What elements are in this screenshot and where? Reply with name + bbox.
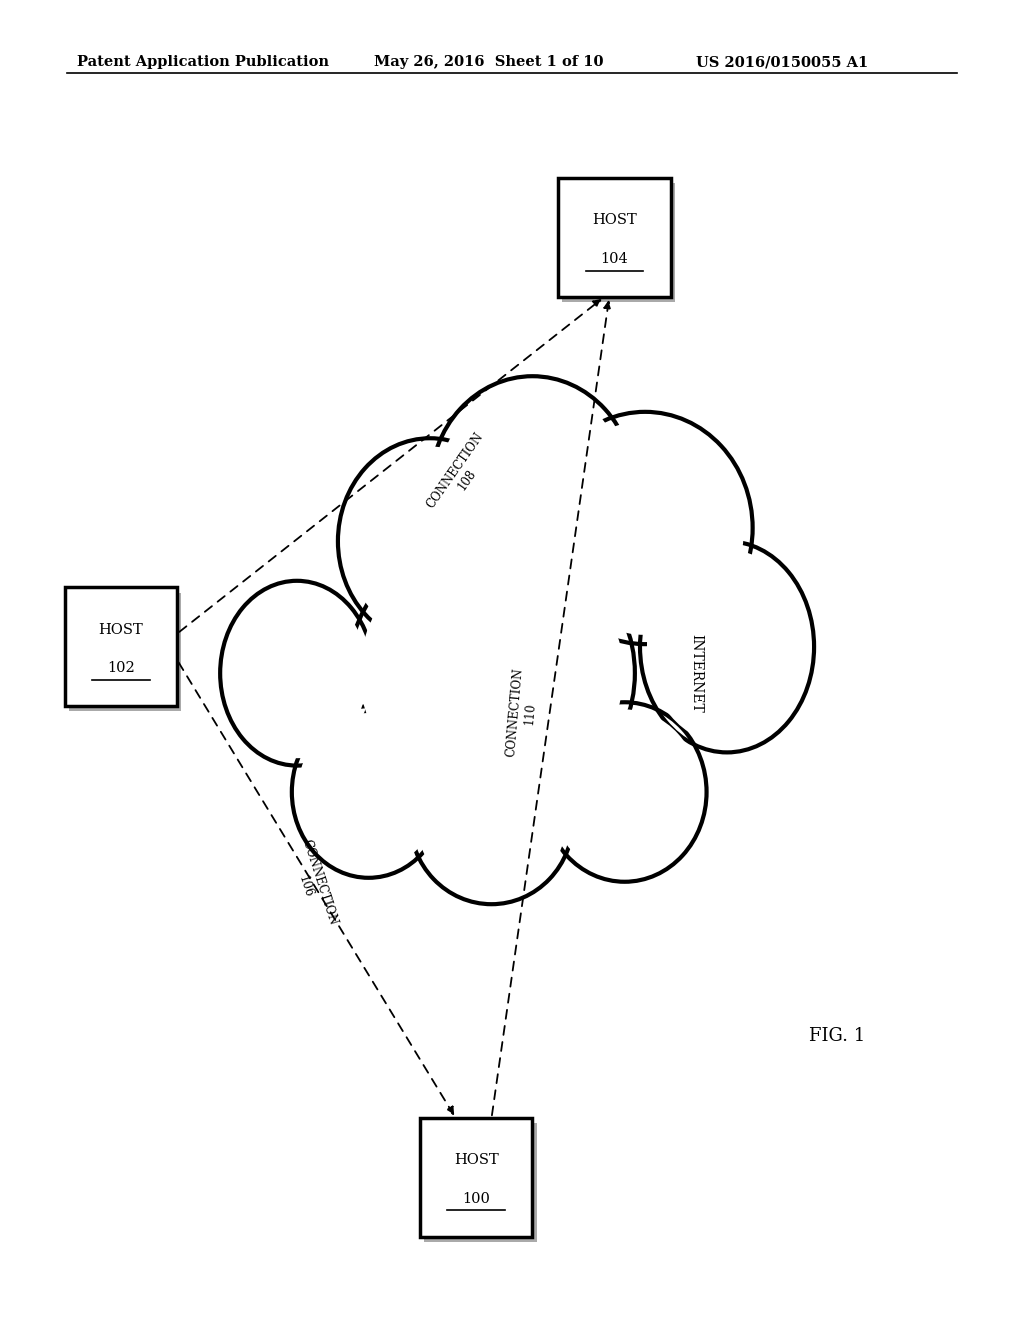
Ellipse shape [549,709,700,875]
FancyBboxPatch shape [562,183,675,302]
Ellipse shape [416,739,567,898]
Text: US 2016/0150055 A1: US 2016/0150055 A1 [696,55,868,70]
Text: CONNECTION
110: CONNECTION 110 [505,667,540,759]
Text: 102: 102 [106,661,135,675]
Text: HOST: HOST [454,1154,499,1167]
Text: 100: 100 [462,1192,490,1205]
FancyBboxPatch shape [420,1118,532,1237]
Ellipse shape [226,589,368,758]
Ellipse shape [220,581,374,766]
FancyBboxPatch shape [65,587,177,706]
Ellipse shape [647,549,807,744]
Text: HOST: HOST [98,623,143,636]
Ellipse shape [348,535,635,812]
Ellipse shape [430,376,635,601]
Text: May 26, 2016  Sheet 1 of 10: May 26, 2016 Sheet 1 of 10 [374,55,603,70]
Text: HOST: HOST [592,214,637,227]
Ellipse shape [345,446,515,636]
Text: 104: 104 [600,252,629,265]
Ellipse shape [298,713,439,871]
Ellipse shape [410,733,573,904]
Ellipse shape [438,385,627,591]
Ellipse shape [292,706,445,878]
Text: INTERNET: INTERNET [689,634,703,713]
Text: FIG. 1: FIG. 1 [809,1027,865,1045]
Text: Patent Application Publication: Patent Application Publication [77,55,329,70]
FancyBboxPatch shape [558,178,671,297]
FancyBboxPatch shape [69,593,181,711]
Ellipse shape [640,541,814,752]
FancyBboxPatch shape [424,1123,537,1242]
Text: CONNECTION
108: CONNECTION 108 [424,430,498,520]
Ellipse shape [338,438,522,644]
Ellipse shape [538,412,753,644]
Ellipse shape [359,545,624,801]
Text: CONNECTION
106: CONNECTION 106 [286,838,339,931]
Ellipse shape [543,702,707,882]
Ellipse shape [546,421,744,635]
